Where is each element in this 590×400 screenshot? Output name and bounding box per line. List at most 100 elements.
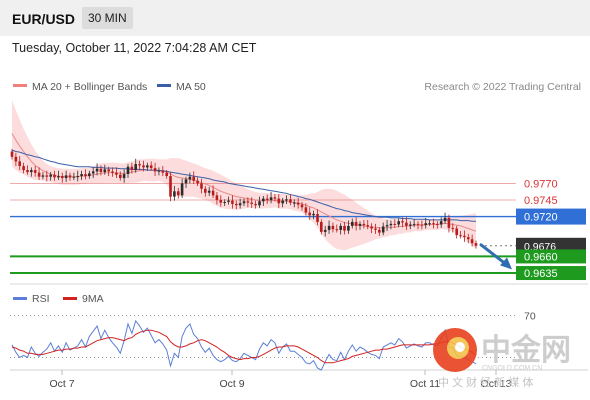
main-legend: MA 20 + Bollinger Bands MA 50 Research ©…: [13, 81, 581, 93]
candle: [153, 162, 157, 177]
candle: [165, 170, 168, 179]
legend-swatch-rsi: [13, 297, 27, 300]
candle: [134, 158, 137, 173]
candle: [149, 161, 153, 171]
candle: [76, 170, 79, 182]
candle: [254, 200, 257, 209]
timestamp: Tuesday, October 11, 2022 7:04:28 AM CET: [12, 41, 257, 55]
candle: [250, 197, 253, 208]
candle: [401, 217, 404, 228]
candle: [246, 197, 250, 208]
candle: [57, 170, 60, 181]
pivot-tag: [516, 208, 586, 225]
candle: [68, 172, 72, 181]
candle: [204, 186, 207, 197]
candle: [99, 165, 103, 176]
candle: [351, 218, 354, 229]
watermark-tagline: 中 文 财 经 新 媒 体: [438, 375, 533, 389]
candle: [424, 217, 427, 229]
candle: [354, 217, 358, 231]
candle: [262, 195, 265, 206]
candle: [397, 218, 400, 228]
candle: [362, 219, 366, 229]
candle: [265, 194, 269, 204]
candle: [142, 160, 145, 172]
candle: [207, 186, 211, 196]
legend-label-9ma: 9MA: [82, 293, 104, 305]
candle: [436, 221, 439, 229]
candle: [296, 197, 300, 209]
rsi-9ma-line: [11, 329, 477, 364]
candle: [451, 223, 455, 233]
candle: [335, 224, 339, 233]
chart-credit: Research © 2022 Trading Central: [424, 81, 581, 93]
candle: [293, 199, 296, 208]
candle: [235, 200, 238, 210]
candle: [269, 191, 273, 204]
candle: [455, 225, 458, 239]
candle: [64, 170, 68, 183]
candle: [393, 219, 397, 228]
resistance-label: 0.9770: [524, 178, 558, 190]
support-tag: [516, 249, 586, 264]
x-tick-label: Oct 9: [219, 378, 244, 390]
forecast-arrow-shaft: [479, 243, 507, 265]
candle: [53, 170, 56, 181]
support-tag: [516, 266, 586, 281]
candle: [323, 225, 327, 237]
candle: [18, 156, 21, 171]
candle: [331, 222, 335, 233]
pivot-label: 0.9720: [524, 212, 558, 224]
candle: [223, 199, 226, 206]
forecast-arrow-head: [500, 257, 512, 270]
candle: [22, 162, 25, 174]
candlesticks: [10, 148, 478, 249]
candle: [428, 219, 431, 226]
candle: [215, 191, 219, 205]
candle: [126, 164, 130, 179]
candle: [405, 217, 408, 230]
candle: [33, 166, 37, 177]
candle: [111, 167, 114, 177]
bollinger-band-area: [12, 100, 476, 251]
candle: [443, 212, 447, 224]
candle: [273, 193, 277, 202]
legend-label-ma20: MA 20 + Bollinger Bands: [32, 81, 147, 93]
candle: [119, 171, 122, 181]
candle: [157, 167, 161, 176]
candle: [316, 209, 319, 226]
timeframe-button[interactable]: 30 MIN: [82, 7, 133, 29]
candle: [37, 167, 41, 181]
candle: [378, 227, 381, 236]
candle: [258, 196, 261, 208]
candle: [242, 198, 246, 206]
x-tick-label: Oct 7: [49, 378, 74, 390]
candle: [219, 195, 223, 207]
ma50-line: [11, 149, 476, 222]
candle: [169, 172, 172, 202]
candle: [177, 188, 180, 199]
candle: [320, 219, 323, 235]
candle: [88, 170, 91, 179]
candle: [192, 171, 195, 185]
rsi-legend: RSI 9MA: [13, 293, 104, 305]
forecast-arrow: [479, 243, 512, 270]
resistance-label: 0.9745: [524, 195, 558, 207]
candle: [14, 152, 18, 167]
watermark-logo-core: [455, 342, 465, 352]
candle: [312, 210, 315, 220]
candle: [459, 231, 462, 239]
legend-swatch-ma50: [157, 84, 171, 87]
candle: [308, 207, 311, 220]
candle: [470, 234, 474, 247]
watermark-subtext: CNGOLD.COM.CN: [482, 365, 542, 372]
legend-swatch-9ma: [63, 297, 77, 300]
candle: [327, 220, 331, 234]
watermark: 中金网 CNGOLD.COM.CN 中 文 财 经 新 媒 体: [433, 328, 571, 389]
rsi-tick-label: 70: [524, 311, 536, 323]
candle: [146, 162, 149, 171]
candle: [374, 223, 377, 234]
candle: [231, 195, 234, 209]
